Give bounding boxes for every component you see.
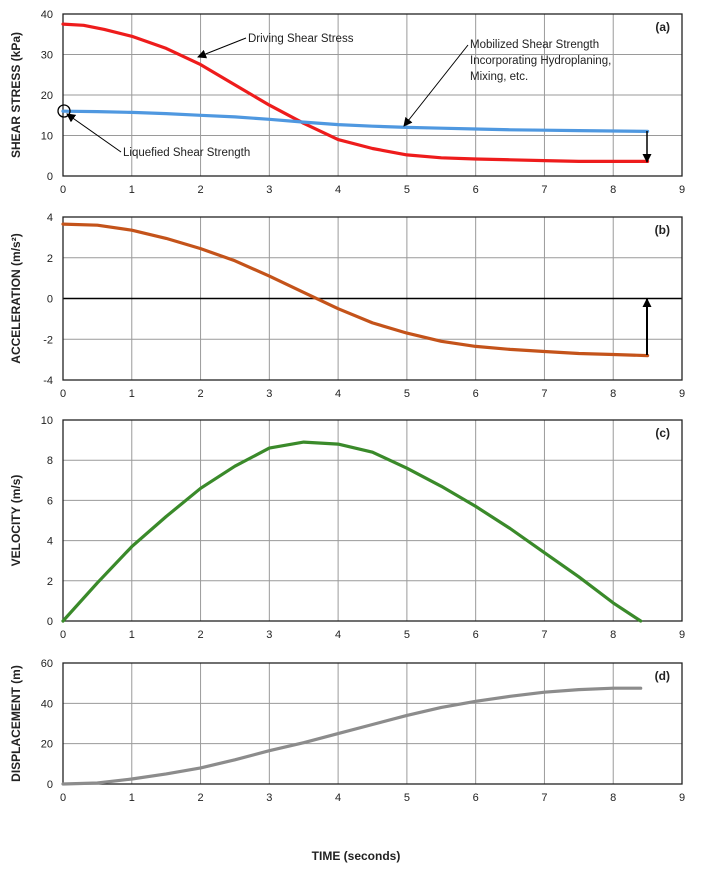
x-tick-label: 8 [610,629,616,641]
x-tick-label: 0 [60,388,66,400]
y-tick-label: 40 [41,9,53,21]
x-tick-label: 2 [197,184,203,196]
x-tick-label: 6 [473,792,479,804]
x-tick-label: 1 [129,388,135,400]
x-tick-label: 6 [473,629,479,641]
acceleration-axis-title: ACCELERATION (m/s²) [9,233,23,363]
x-tick-label: 1 [129,629,135,641]
x-tick-label: 7 [541,792,547,804]
x-tick-label: 9 [679,388,685,400]
x-tick-label: 7 [541,388,547,400]
y-tick-label: 2 [47,576,53,588]
liquefied-shear-strength-label: Liquefied Shear Strength [123,147,250,159]
y-tick-label: 4 [47,536,53,548]
x-tick-label: 1 [129,792,135,804]
plot-frame [62,662,683,785]
x-tick-label: 0 [60,629,66,641]
panel-label: (a) [655,20,670,34]
y-tick-label: 6 [47,495,53,507]
plot-frame [62,216,683,381]
y-tick-label: 0 [47,616,53,628]
y-tick-label: 0 [47,294,53,306]
plot-frame [62,419,683,622]
x-tick-label: 9 [679,629,685,641]
velocity-series-line-0 [61,440,643,623]
y-tick-label: 10 [41,415,53,427]
x-tick-label: 8 [610,388,616,400]
x-tick-label: 3 [266,388,272,400]
shear-stress-series-line-0 [61,22,650,163]
y-tick-label: 40 [41,698,53,710]
y-tick-label: 8 [47,455,53,467]
displacement-series-line-0 [61,686,643,786]
plot-frame [62,13,683,177]
y-tick-label: -4 [43,375,53,387]
x-tick-label: 5 [404,388,410,400]
mobilized-shear-strength-label-line2: Incorporating Hydroplaning, [470,55,611,67]
x-tick-label: 2 [197,792,203,804]
x-tick-label: 9 [679,184,685,196]
y-tick-label: 4 [47,212,53,224]
panel-shear-stress: 0 1 2 3 4 5 6 7 8 9 0 10 20 30 40 SHEAR STRESS (kPa) (a) [9,9,685,196]
x-tick-label: 3 [266,792,272,804]
x-tick-label: 8 [610,184,616,196]
y-tick-label: 0 [47,171,53,183]
y-tick-label: 30 [41,50,53,62]
panel-velocity: 0 1 2 3 4 5 6 7 8 9 0 2 4 6 8 10 VELOCITY (m/s) (c) [9,415,685,641]
y-tick-label: 60 [41,658,53,670]
x-tick-label: 4 [335,184,341,196]
x-tick-label: 5 [404,629,410,641]
shear-stress-axis-title: SHEAR STRESS (kPa) [9,32,23,158]
panel-acceleration: 0 1 2 3 4 5 6 7 8 9 -4 -2 0 2 4 ACCELERATION (m/s²) (b) [9,212,685,400]
mobilized-shear-strength-label-line3: Mixing, etc. [470,71,528,83]
annotation-layer: Driving Shear Stress Mobilized Shear Str… [57,33,652,355]
panel-label: (d) [655,669,670,683]
x-tick-label: 3 [266,184,272,196]
x-tick-label: 2 [197,388,203,400]
x-tick-label: 5 [404,184,410,196]
y-tick-label: 20 [41,739,53,751]
x-tick-label: 0 [60,792,66,804]
driving-shear-stress-label: Driving Shear Stress [248,33,354,45]
y-tick-label: -2 [43,334,53,346]
x-axis-title: TIME (seconds) [312,849,401,863]
y-tick-label: 20 [41,90,53,102]
x-tick-label: 8 [610,792,616,804]
acceleration-series-line-0 [61,222,650,358]
driving-arrow [197,37,247,59]
x-tick-label: 4 [335,792,341,804]
y-tick-label: 0 [47,779,53,791]
x-tick-label: 6 [473,184,479,196]
mobilized-arrow [403,44,469,127]
panel-displacement: 0 1 2 3 4 5 6 7 8 9 0 20 40 60 DISPLACEMENT (m) (d) [9,658,685,804]
mobilized-shear-strength-label-line1: Mobilized Shear Strength [470,39,599,51]
displacement-axis-title: DISPLACEMENT (m) [9,665,23,782]
x-tick-label: 7 [541,629,547,641]
panel-label: (b) [655,223,670,237]
shear-stress-series-line-1 [61,109,650,133]
x-tick-label: 4 [335,388,341,400]
liquefied-arrow [66,113,122,153]
x-tick-label: 6 [473,388,479,400]
y-tick-label: 10 [41,131,53,143]
liquefied-marker-circle [57,104,71,118]
panel-label: (c) [655,426,670,440]
x-tick-label: 1 [129,184,135,196]
x-tick-label: 5 [404,792,410,804]
x-tick-label: 2 [197,629,203,641]
x-tick-label: 9 [679,792,685,804]
x-tick-label: 4 [335,629,341,641]
y-tick-label: 2 [47,253,53,265]
velocity-axis-title: VELOCITY (m/s) [9,475,23,567]
x-tick-label: 0 [60,184,66,196]
x-tick-label: 7 [541,184,547,196]
x-tick-label: 3 [266,629,272,641]
